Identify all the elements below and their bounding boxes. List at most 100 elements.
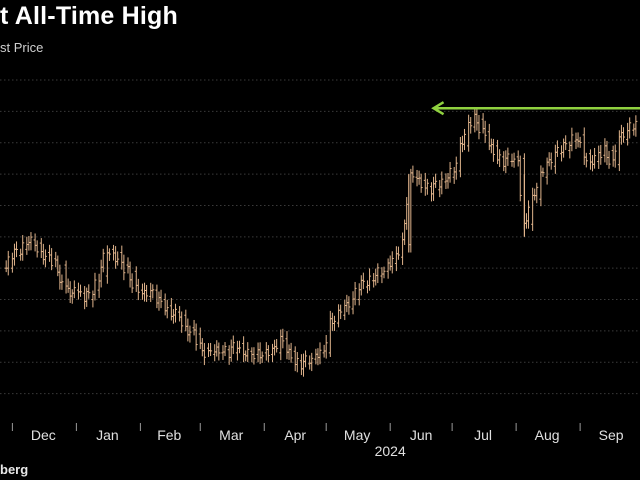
price-bar — [628, 117, 632, 139]
price-bar — [621, 127, 625, 143]
price-bar — [434, 173, 438, 188]
price-bar — [25, 236, 29, 255]
price-bar — [549, 152, 553, 170]
price-bar — [438, 180, 442, 198]
price-bar — [130, 273, 134, 293]
price-bar — [64, 260, 68, 294]
price-bar — [194, 323, 198, 351]
price-bar — [347, 296, 351, 315]
price-bar — [506, 147, 510, 166]
price-bar — [4, 260, 8, 273]
price-bar — [12, 243, 16, 266]
price-bar — [588, 149, 592, 170]
price-bar — [481, 113, 485, 134]
price-bar — [301, 353, 305, 377]
price-bar — [202, 342, 206, 366]
price-bar — [83, 286, 87, 310]
price-bar — [266, 345, 270, 363]
price-bar — [35, 240, 39, 258]
price-bar — [463, 128, 467, 151]
price-bar — [343, 299, 347, 321]
price-bar — [70, 289, 74, 304]
price-bar — [361, 272, 365, 290]
price-bar — [574, 132, 578, 149]
price-bar — [562, 138, 566, 158]
price-bar — [48, 244, 52, 262]
price-bar — [475, 108, 479, 131]
price-bar — [264, 342, 268, 361]
price-bar — [21, 235, 25, 261]
month-ticks — [11, 423, 581, 431]
price-bar — [6, 250, 10, 276]
price-bar — [120, 245, 124, 270]
price-bar — [330, 312, 334, 331]
price-bar — [39, 238, 43, 259]
price-bar — [151, 284, 155, 299]
price-bar — [411, 165, 415, 183]
price-bar — [483, 120, 487, 143]
price-bar — [512, 152, 516, 168]
price-bar — [611, 145, 615, 167]
price-bar — [157, 291, 161, 311]
price-bar — [376, 263, 380, 284]
price-bar — [429, 182, 433, 202]
price-bar — [231, 335, 235, 355]
price-bar — [632, 123, 636, 136]
price-bar — [126, 257, 130, 274]
price-bar — [582, 127, 586, 165]
price-bar — [299, 354, 303, 376]
price-bar — [405, 197, 409, 230]
price-bar — [605, 140, 609, 166]
x-axis-labels: Dec Jan Feb Mar Apr May Jun Jul Aug Sep 2024 — [31, 427, 624, 459]
price-bar — [180, 311, 184, 333]
month-label: Sep — [599, 427, 624, 443]
price-bar — [116, 251, 120, 266]
price-bar — [310, 352, 314, 372]
price-bar — [553, 144, 557, 174]
price-bar — [324, 334, 328, 359]
price-bar — [85, 287, 89, 307]
price-bar — [555, 140, 559, 157]
price-bar — [491, 138, 495, 162]
price-bar — [541, 167, 545, 177]
price-bar — [186, 318, 190, 342]
price-bar — [76, 282, 80, 300]
price-bar — [178, 306, 182, 322]
price-bar — [365, 280, 369, 294]
price-bar — [368, 268, 372, 291]
price-bar — [273, 339, 277, 356]
price-bar — [209, 342, 213, 357]
price-bar — [93, 272, 97, 301]
price-bar — [192, 319, 196, 336]
price-bar — [304, 350, 308, 368]
price-bar — [452, 166, 456, 184]
price-bar — [432, 176, 436, 201]
price-bar — [339, 304, 343, 320]
price-bar — [396, 246, 400, 260]
price-bar — [145, 284, 149, 302]
month-label: Dec — [31, 427, 56, 443]
price-bar — [213, 344, 217, 362]
price-bar — [122, 254, 126, 281]
price-bar — [619, 124, 623, 145]
price-bar — [149, 282, 153, 303]
price-bar — [510, 153, 514, 167]
price-bar — [91, 290, 95, 308]
month-label: Aug — [535, 427, 560, 443]
price-bar — [242, 336, 246, 363]
price-bar — [382, 266, 386, 279]
price-bar — [564, 135, 568, 151]
price-bar — [603, 138, 607, 163]
price-bar — [107, 248, 111, 261]
price-bar — [539, 165, 543, 207]
price-bar — [256, 342, 260, 363]
price-bar — [207, 343, 211, 358]
price-bar — [425, 178, 429, 195]
price-bar — [634, 115, 638, 137]
price-bar — [43, 249, 47, 268]
price-bar — [597, 145, 601, 169]
price-bar — [275, 339, 279, 353]
price-bar — [467, 114, 471, 152]
price-bar — [419, 173, 423, 193]
